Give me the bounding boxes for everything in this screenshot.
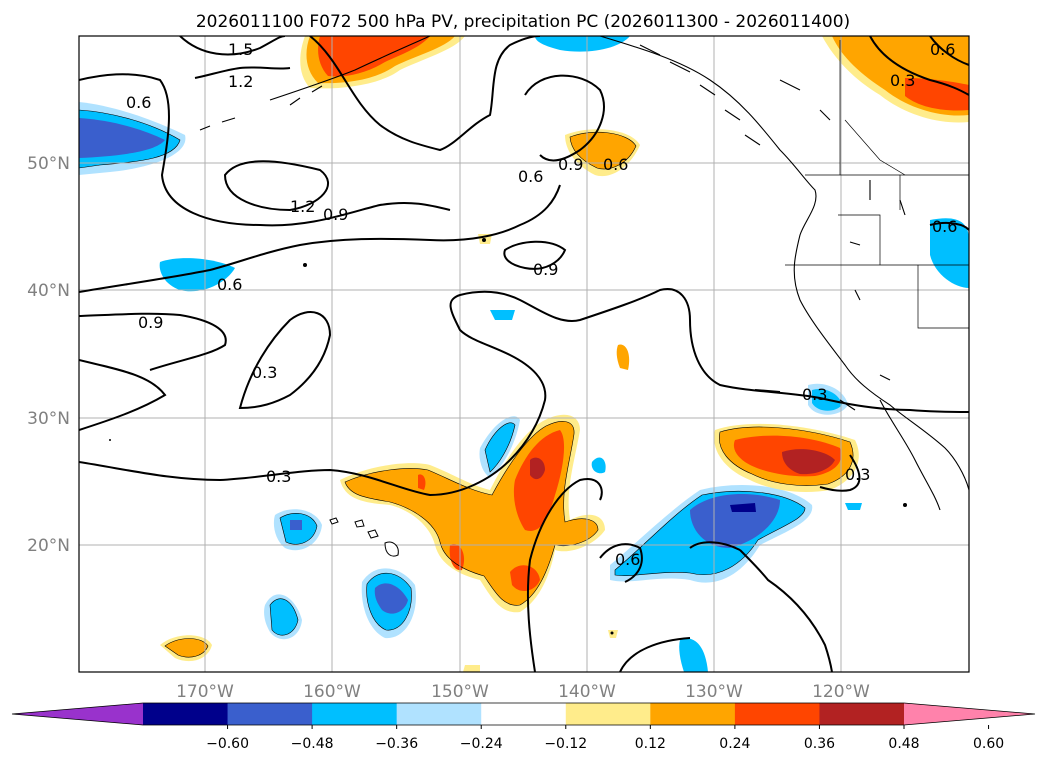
scatter-markers	[109, 238, 907, 635]
lat-label: 40°N	[27, 281, 70, 301]
map-frame	[78, 35, 970, 673]
precip-positive-shading	[160, 36, 969, 672]
contour-labels: 1.5 1.2 0.6 1.2 0.9 0.6 0.9 0.6 0.9 0.6 …	[126, 40, 957, 569]
contour-label: 0.9	[323, 205, 348, 224]
colorbar-ticks: −0.60 −0.48 −0.36 −0.24 −0.12 0.12 0.24 0.36 0.4…	[206, 725, 1004, 752]
lon-label: 130°W	[685, 682, 743, 702]
colorbar: −0.60 −0.48 −0.36 −0.24 −0.12 0.12 0.24 0.36 0.4…	[11, 702, 1036, 752]
colorbar-segment	[650, 703, 736, 725]
contour-label: 0.6	[518, 167, 543, 186]
contour-label: 1.2	[228, 72, 253, 91]
colorbar-tick-label: −0.48	[291, 736, 334, 752]
map-content: 1.5 1.2 0.6 1.2 0.9 0.6 0.9 0.6 0.9 0.6 …	[79, 36, 969, 672]
colorbar-tick-label: −0.60	[206, 736, 249, 752]
contour-label: 0.6	[615, 550, 640, 569]
colorbar-segment	[143, 703, 229, 725]
colorbar-tick-label: −0.36	[375, 736, 418, 752]
colorbar-tick-label: 0.24	[719, 736, 750, 752]
contour-label: 1.2	[290, 197, 315, 216]
colorbar-tick-label: −0.24	[460, 736, 503, 752]
colorbar-segment	[734, 703, 820, 725]
map-title: 2026011100 F072 500 hPa PV, precipitatio…	[196, 12, 850, 32]
colorbar-tick-label: 0.12	[635, 736, 666, 752]
longitude-labels: 170°W 160°W 150°W 140°W 130°W 120°W	[176, 682, 870, 702]
latitude-labels: 50°N 40°N 30°N 20°N	[27, 154, 70, 556]
lat-label: 20°N	[27, 536, 70, 556]
contour-label: 0.6	[930, 40, 955, 59]
lat-label: 30°N	[27, 409, 70, 429]
contour-label: 0.6	[603, 155, 628, 174]
contour-label: 0.9	[138, 313, 163, 332]
colorbar-extend-left	[12, 703, 143, 725]
lon-label: 160°W	[303, 682, 361, 702]
contour-label: 0.3	[890, 71, 915, 90]
contour-label: 0.3	[802, 385, 827, 404]
coastlines	[199, 36, 969, 511]
contour-label: 0.9	[533, 260, 558, 279]
colorbar-extend-right	[904, 703, 1035, 725]
colorbar-segments	[143, 703, 905, 725]
lat-label: 50°N	[27, 154, 70, 174]
lon-label: 120°W	[812, 682, 870, 702]
contour-label: 0.6	[217, 275, 242, 294]
contour-label: 0.3	[845, 465, 870, 484]
colorbar-segment	[312, 703, 398, 725]
contour-label: 0.6	[932, 217, 957, 236]
colorbar-tick-label: 0.48	[888, 736, 919, 752]
colorbar-tick-label: 0.36	[804, 736, 835, 752]
lon-label: 170°W	[176, 682, 234, 702]
contour-label: 0.9	[558, 155, 583, 174]
colorbar-segment	[565, 703, 651, 725]
contour-label: 0.3	[266, 467, 291, 486]
colorbar-tick-label: 0.60	[973, 736, 1004, 752]
hawaii-islands	[329, 517, 399, 557]
colorbar-outline	[11, 702, 1036, 726]
political-boundaries	[785, 40, 969, 329]
lon-label: 150°W	[431, 682, 489, 702]
colorbar-tick-label: −0.12	[544, 736, 587, 752]
lon-label: 140°W	[558, 682, 616, 702]
colorbar-segment	[819, 703, 905, 725]
colorbar-segment	[396, 703, 482, 725]
colorbar-segment	[227, 703, 313, 725]
colorbar-segment	[481, 703, 567, 725]
contour-label: 0.6	[126, 93, 151, 112]
contour-label: 1.5	[228, 40, 253, 59]
pv-contours	[79, 36, 969, 672]
contour-label: 0.3	[252, 363, 277, 382]
